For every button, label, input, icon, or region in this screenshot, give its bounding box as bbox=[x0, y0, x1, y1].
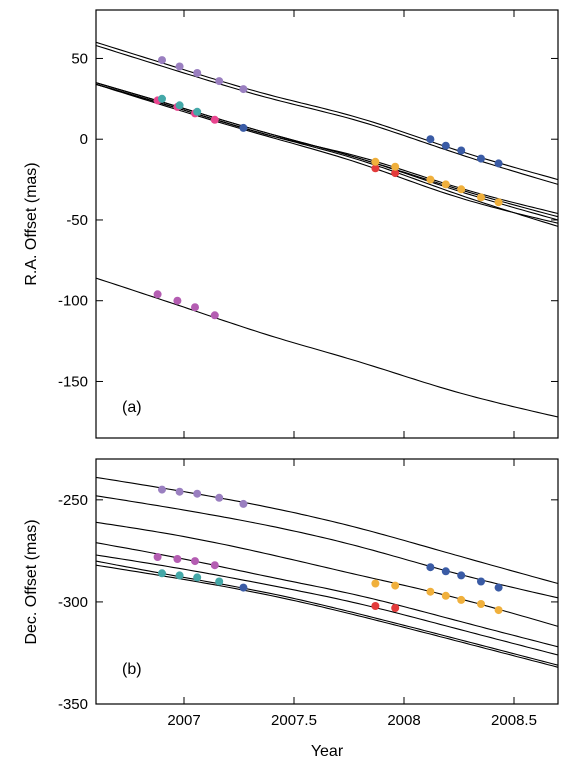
data-point bbox=[391, 169, 400, 178]
data-point bbox=[477, 154, 485, 163]
data-points bbox=[153, 485, 503, 615]
data-point bbox=[173, 296, 182, 305]
x-axis-ticks: 2007 2007.5 2008 2008.5 bbox=[167, 459, 537, 729]
data-point bbox=[193, 489, 202, 498]
data-point bbox=[158, 569, 166, 578]
data-point bbox=[191, 557, 199, 566]
data-point bbox=[477, 577, 485, 586]
data-point bbox=[477, 193, 485, 202]
data-point bbox=[175, 487, 184, 496]
y-axis-ticks: -250 -300 -350 bbox=[58, 492, 558, 713]
fit-curve-7 bbox=[95, 83, 559, 215]
x-tick-label: 2008.5 bbox=[491, 712, 537, 729]
plot-frame bbox=[95, 9, 559, 439]
data-point bbox=[441, 141, 450, 150]
data-point bbox=[441, 180, 450, 189]
fit-curve-1 bbox=[95, 41, 559, 181]
data-point bbox=[175, 571, 184, 580]
data-point bbox=[215, 77, 224, 86]
y-axis-ticks: 50 0 -50 -100 -150 bbox=[58, 50, 558, 390]
data-point bbox=[210, 311, 219, 320]
x-axis-title: Year bbox=[311, 743, 344, 760]
panel-a-ra-offset: 50 0 -50 -100 -150 (a) R.A. Offset (mas) bbox=[23, 9, 559, 439]
y-tick-label: -300 bbox=[58, 594, 88, 611]
data-point bbox=[153, 290, 162, 299]
data-point bbox=[494, 198, 503, 207]
data-point bbox=[193, 69, 202, 77]
data-point bbox=[210, 561, 219, 570]
data-point bbox=[215, 493, 224, 502]
data-point bbox=[175, 62, 184, 71]
fit-curve-7 bbox=[95, 564, 559, 668]
data-point bbox=[494, 159, 503, 168]
data-point bbox=[158, 485, 166, 494]
data-point bbox=[371, 602, 380, 610]
data-point bbox=[426, 135, 435, 144]
fit-curve-6 bbox=[95, 83, 559, 224]
data-point bbox=[210, 115, 219, 124]
y-tick-label: -350 bbox=[58, 696, 88, 713]
data-point bbox=[239, 499, 248, 508]
fit-curve-6 bbox=[95, 560, 559, 666]
fit-curve-4 bbox=[95, 542, 559, 648]
y-tick-label: -50 bbox=[66, 212, 88, 229]
fit-curves bbox=[95, 41, 559, 418]
y-tick-label: 0 bbox=[80, 131, 88, 148]
data-point bbox=[426, 175, 435, 184]
data-point bbox=[173, 555, 182, 563]
data-point bbox=[391, 604, 400, 612]
y-tick-label: -250 bbox=[58, 492, 88, 509]
data-points bbox=[153, 56, 503, 320]
data-point bbox=[193, 573, 202, 582]
data-point bbox=[158, 56, 166, 65]
data-point bbox=[441, 591, 450, 600]
data-point bbox=[441, 567, 450, 576]
data-point bbox=[494, 583, 503, 592]
data-point bbox=[457, 595, 466, 604]
plot-frame bbox=[95, 458, 559, 705]
data-point bbox=[175, 101, 184, 110]
x-tick-label: 2007.5 bbox=[271, 712, 317, 729]
fit-curves bbox=[95, 476, 559, 668]
x-tick-label: 2008 bbox=[387, 712, 420, 729]
data-point bbox=[494, 606, 503, 615]
data-point bbox=[158, 94, 166, 103]
panel-label: (b) bbox=[122, 661, 142, 678]
y-axis-title: Dec. Offset (mas) bbox=[23, 519, 40, 644]
x-axis-ticks bbox=[183, 10, 515, 438]
data-point bbox=[457, 185, 466, 194]
fit-curve-8 bbox=[95, 277, 559, 418]
data-point bbox=[391, 162, 400, 171]
fit-curve-5 bbox=[95, 554, 559, 656]
data-point bbox=[457, 146, 466, 155]
data-point bbox=[371, 164, 380, 173]
data-point bbox=[426, 563, 435, 572]
data-point bbox=[239, 85, 248, 94]
data-point bbox=[371, 579, 380, 588]
fit-curve-2 bbox=[95, 495, 559, 599]
panel-b-dec-offset: -250 -300 -350 2007 2007.5 2008 2008.5 (b) De… bbox=[23, 458, 559, 760]
data-point bbox=[215, 577, 224, 586]
data-point bbox=[153, 553, 162, 561]
y-tick-label: -150 bbox=[58, 373, 88, 390]
data-point bbox=[191, 303, 199, 312]
data-point bbox=[457, 571, 466, 580]
y-tick-label: -100 bbox=[58, 293, 88, 310]
data-point bbox=[391, 581, 400, 590]
y-tick-label: 50 bbox=[71, 50, 88, 67]
fit-curve-2 bbox=[95, 44, 559, 185]
data-point bbox=[193, 107, 202, 116]
data-point bbox=[477, 600, 485, 608]
fit-curve-1 bbox=[95, 476, 559, 585]
data-point bbox=[239, 583, 248, 592]
x-tick-label: 2007 bbox=[167, 712, 200, 729]
panel-label: (a) bbox=[122, 399, 142, 416]
data-point bbox=[239, 123, 248, 132]
data-point bbox=[426, 587, 435, 596]
data-point bbox=[371, 157, 380, 166]
y-axis-title: R.A. Offset (mas) bbox=[23, 162, 40, 285]
